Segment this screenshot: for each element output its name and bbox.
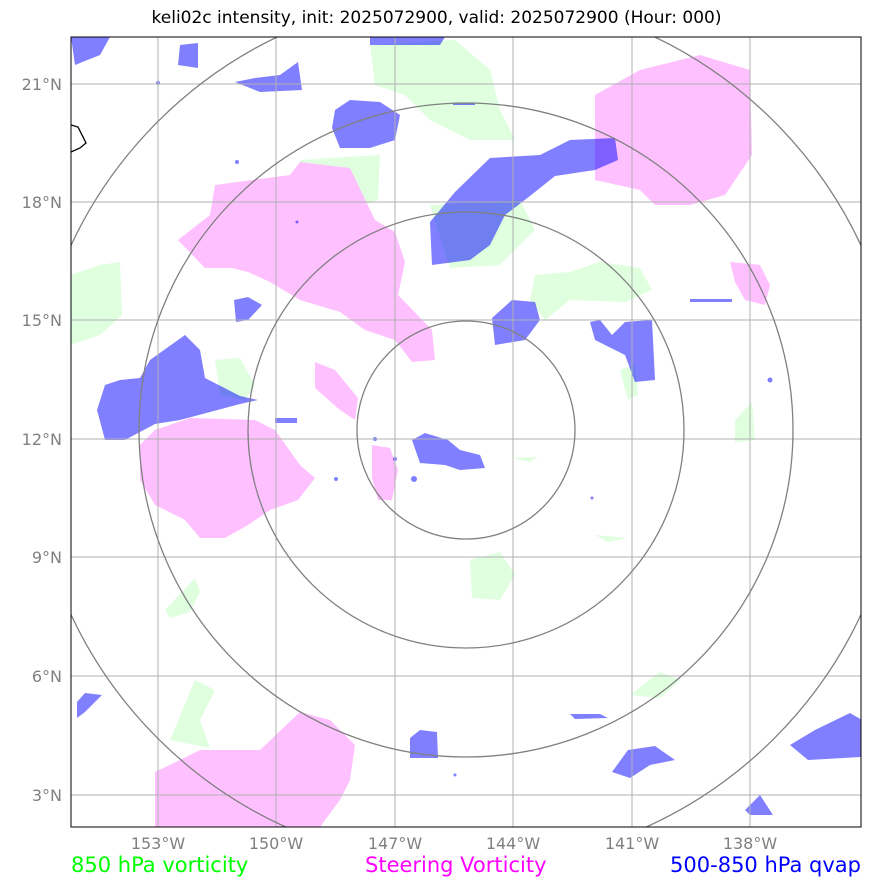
range-ring [138,102,794,758]
qvap-speck [295,220,299,224]
qvap-patch [370,37,445,45]
qvap-patch [492,300,540,345]
legend-steering-vorticity: Steering Vorticity [365,853,547,877]
qvap-patch [332,100,400,148]
qvap-patch [570,714,608,719]
vorticity-850-patch [170,680,215,748]
qvap-patch [234,297,262,322]
qvap-patch [590,320,655,382]
legend-qvap: 500-850 hPa qvap [670,853,861,877]
vorticity-850-patch [470,552,515,600]
qvap-speck [767,377,773,383]
qvap-speck [590,496,594,500]
qvap-patch [77,693,102,718]
qvap-speck [235,160,239,164]
qvap-speck [411,476,417,482]
qvap-patch [410,730,438,758]
lon-label: 147°W [368,834,423,853]
legend-850-vorticity: 850 hPa vorticity [71,853,249,877]
steering-vorticity-patch [140,418,315,538]
qvap-speck [334,477,338,481]
range-ring [356,320,576,540]
qvap-patch [275,418,297,423]
lat-label: 6°N [32,667,62,686]
steering-vorticity-patch [178,162,435,362]
vorticity-850-patch [735,402,755,442]
range-rings [71,37,861,827]
lon-label: 153°W [131,834,186,853]
vorticity-850-patch [71,262,122,345]
qvap-patch [178,43,198,68]
lon-label: 150°W [249,834,304,853]
lat-label: 9°N [32,548,62,567]
lon-label: 138°W [723,834,778,853]
longitude-labels: 153°W 150°W 147°W 144°W 141°W 138°W [131,834,778,853]
vorticity-850-patch [512,457,538,462]
lat-label: 18°N [22,193,62,212]
steering-vorticity-patch [155,712,355,827]
lat-label: 21°N [22,75,62,94]
qvap-patch [235,62,302,92]
steering-vorticity-layer [140,55,770,827]
qvap-patch [612,746,675,778]
steering-vorticity-patch [372,445,398,500]
latitude-labels: 21°N 18°N 15°N 12°N 9°N 6°N 3°N [22,75,62,805]
qvap-patch [97,335,258,440]
steering-vorticity-patch [315,362,358,420]
lat-label: 15°N [22,311,62,330]
lon-label: 141°W [605,834,660,853]
vorticity-850-patch [595,535,628,542]
map-title: keli02c intensity, init: 2025072900, val… [151,8,722,28]
qvap-patch [690,299,732,302]
vorticity-850-patch [630,672,680,698]
steering-vorticity-patch [595,55,752,205]
coastline [71,124,87,153]
lat-label: 12°N [22,430,62,449]
lat-label: 3°N [32,786,62,805]
qvap-speck [453,773,457,777]
vorticity-850-patch [370,40,515,140]
qvap-patch [430,138,618,265]
qvap-patch [71,37,110,65]
lon-label: 144°W [486,834,541,853]
qvap-patch [745,795,773,815]
range-ring [247,211,685,649]
qvap-patch [412,433,485,470]
qvap-patch [790,713,861,760]
plot-frame [70,36,862,828]
gridlines [71,37,861,827]
